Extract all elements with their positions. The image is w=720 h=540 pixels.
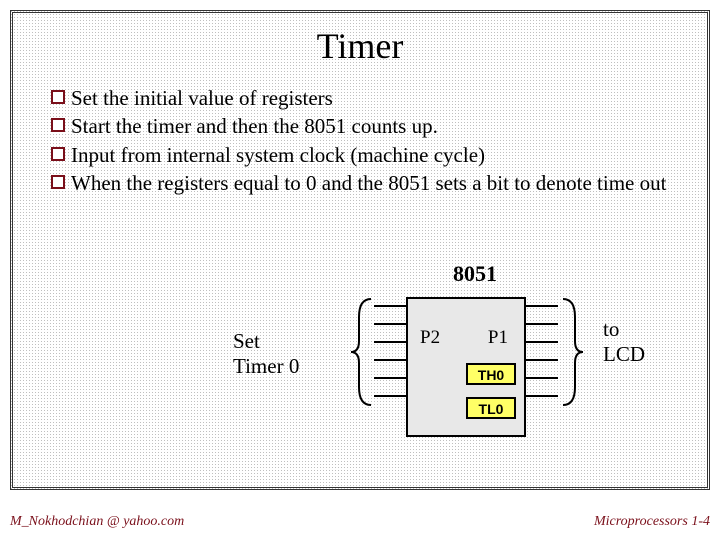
footer-author: M_Nokhodchian @ yahoo.com xyxy=(10,514,184,530)
register-tl0: TL0 xyxy=(466,397,516,419)
slide-frame: Timer Set the initial value of registers… xyxy=(10,10,710,490)
left-caption: Set Timer 0 xyxy=(233,329,299,379)
pin-line xyxy=(374,395,406,397)
pin-line xyxy=(374,341,406,343)
pin-line xyxy=(526,377,558,379)
chip-title: 8051 xyxy=(453,261,497,287)
pin-line xyxy=(526,395,558,397)
slide-title: Timer xyxy=(13,25,707,67)
bullet-list: Set the initial value of registers Start… xyxy=(13,85,707,196)
pin-line xyxy=(526,359,558,361)
pin-line xyxy=(374,323,406,325)
bullet-text: Set the initial value of registers xyxy=(71,85,333,111)
port-p2-label: P2 xyxy=(420,327,440,349)
list-item: Input from internal system clock (machin… xyxy=(51,142,669,168)
footer-pagenum: 1-4 xyxy=(691,514,710,529)
caption-line: Set xyxy=(233,329,260,353)
pin-line xyxy=(526,323,558,325)
register-th0: TH0 xyxy=(466,363,516,385)
pin-line xyxy=(374,377,406,379)
list-item: Set the initial value of registers xyxy=(51,85,669,111)
diagram-area: 8051 P2 P1 TH0 TL0 Set Timer 0 to LCD xyxy=(13,261,707,471)
footer-page: Microprocessors 1-4 xyxy=(594,514,710,530)
bullet-text: Input from internal system clock (machin… xyxy=(71,142,485,168)
square-bullet-icon xyxy=(51,175,65,189)
pin-line xyxy=(526,341,558,343)
curly-brace-right-icon xyxy=(561,297,585,407)
square-bullet-icon xyxy=(51,90,65,104)
list-item: Start the timer and then the 8051 counts… xyxy=(51,113,669,139)
pin-line xyxy=(374,305,406,307)
square-bullet-icon xyxy=(51,147,65,161)
bullet-text: Start the timer and then the 8051 counts… xyxy=(71,113,438,139)
caption-line: LCD xyxy=(603,342,645,366)
square-bullet-icon xyxy=(51,118,65,132)
right-caption: to LCD xyxy=(603,317,645,367)
footer-prefix: Microprocessors xyxy=(594,514,691,529)
pin-line xyxy=(526,305,558,307)
bullet-text: When the registers equal to 0 and the 80… xyxy=(71,170,666,196)
port-p1-label: P1 xyxy=(488,327,508,349)
caption-line: Timer 0 xyxy=(233,354,299,378)
chip-body: P2 P1 TH0 TL0 xyxy=(406,297,526,437)
pin-line xyxy=(374,359,406,361)
caption-line: to xyxy=(603,317,619,341)
list-item: When the registers equal to 0 and the 80… xyxy=(51,170,669,196)
curly-brace-left-icon xyxy=(349,297,373,407)
